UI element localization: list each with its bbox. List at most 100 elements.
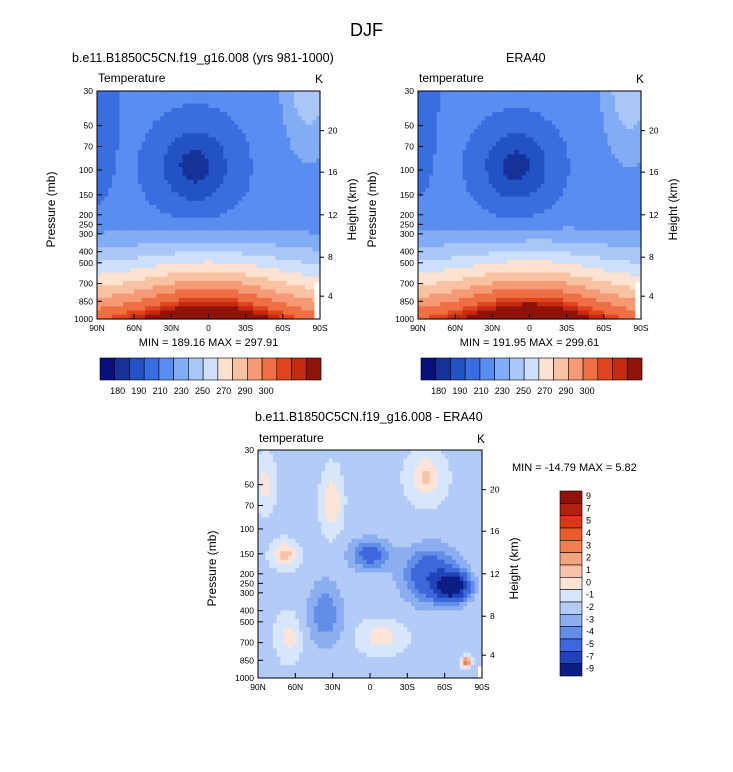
- panel-obs-cell: [544, 150, 549, 155]
- panel-obs-cell: [614, 167, 620, 172]
- panel-obs-cell: [514, 137, 519, 143]
- panel-model-cell: [186, 124, 191, 130]
- panel-obs-cell: [458, 129, 464, 134]
- panel-model-cell: [186, 213, 191, 219]
- panel-model-cell: [193, 238, 198, 244]
- panel-obs-cell: [518, 141, 523, 147]
- panel-model-cell: [234, 175, 239, 181]
- panel-model-cell: [100, 243, 106, 248]
- panel-model-cell: [290, 285, 295, 291]
- panel-obs-cell: [622, 141, 627, 147]
- panel-model-cell: [119, 95, 124, 101]
- panel-model-cell: [308, 251, 314, 257]
- panel-model-cell: [123, 230, 128, 236]
- panel-model-cell: [308, 141, 314, 147]
- panel-model-cell: [282, 137, 288, 143]
- panel-obs-cell: [603, 124, 609, 130]
- panel-model-cell: [204, 112, 210, 117]
- panel-obs-cell: [533, 99, 538, 105]
- panel-model-cell: [171, 293, 176, 299]
- panel-obs-cell: [432, 162, 438, 168]
- panel-model-cell: [186, 272, 191, 278]
- panel-model-cell: [182, 217, 187, 223]
- panel-obs-cell: [518, 162, 523, 168]
- panel-model-cell: [123, 192, 128, 198]
- panel-obs-cell: [507, 200, 512, 206]
- panel-model-cell: [134, 162, 139, 168]
- panel-model-cell: [197, 145, 202, 151]
- panel-model-cell: [182, 205, 187, 210]
- panel-model-cell: [264, 162, 269, 168]
- panel-model-cell: [100, 251, 106, 257]
- panel-obs-cell: [540, 150, 545, 155]
- panel-model-cell: [279, 205, 284, 210]
- panel-model-cell: [201, 171, 206, 177]
- panel-obs-cell: [551, 200, 557, 206]
- panel-model-cell: [115, 175, 120, 181]
- panel-model-cell: [282, 99, 288, 105]
- panel-model-cell: [212, 259, 217, 265]
- panel-model-cell: [145, 217, 150, 223]
- panel-obs-cell: [510, 167, 516, 172]
- panel-model-cell: [167, 200, 172, 206]
- panel-model-cell: [115, 133, 120, 139]
- panel-model-cell: [264, 247, 269, 253]
- panel-model-cell: [267, 268, 273, 274]
- panel-model-cell: [301, 247, 306, 253]
- panel-model-cell: [119, 289, 124, 295]
- panel-model-cell: [149, 221, 154, 227]
- panel-obs-cell: [514, 179, 519, 185]
- panel-model-cell: [167, 112, 172, 117]
- panel-model-cell: [186, 179, 191, 185]
- panel-model-cell: [308, 281, 314, 286]
- panel-obs-cell: [429, 209, 434, 215]
- panel-obs-cell: [507, 150, 512, 155]
- panel-obs-cell: [614, 183, 620, 189]
- panel-obs-cell: [596, 205, 601, 210]
- panel-obs-cell: [447, 133, 453, 139]
- panel-obs-cell: [603, 179, 609, 185]
- panel-model-cell: [234, 112, 239, 117]
- panel-obs-cell: [488, 179, 493, 185]
- panel-obs-cell: [622, 196, 627, 202]
- panel-model-cell: [126, 209, 132, 215]
- panel-obs-cell: [466, 112, 471, 117]
- panel-model-cell: [215, 247, 221, 253]
- panel-model-cell: [286, 293, 291, 299]
- panel-model-cell: [215, 281, 221, 286]
- panel-model-cell: [249, 247, 254, 253]
- panel-model-cell: [260, 196, 265, 202]
- panel-model-cell: [163, 107, 169, 113]
- panel-model-cell: [160, 200, 165, 206]
- panel-model-cell: [141, 251, 146, 257]
- panel-obs-cell: [588, 124, 594, 130]
- panel-obs-cell: [514, 112, 519, 117]
- panel-model-cell: [171, 264, 176, 269]
- panel-model-cell: [253, 162, 258, 168]
- panel-model-cell: [130, 196, 135, 202]
- panel-model-cell: [126, 91, 132, 96]
- panel-obs-cell: [618, 188, 624, 193]
- panel-model-cell: [97, 179, 102, 185]
- panel-model-cell: [137, 251, 143, 257]
- panel-obs-cell: [585, 107, 590, 113]
- panel-model-cell: [208, 116, 213, 122]
- panel-model-cell: [234, 205, 239, 210]
- panel-model-cell: [160, 124, 165, 130]
- panel-model-cell: [189, 243, 195, 248]
- panel-model-cell: [245, 103, 250, 109]
- panel-model-cell: [137, 103, 143, 109]
- panel-obs-cell: [548, 99, 553, 105]
- panel-obs-cell: [629, 103, 635, 109]
- panel-model-cell: [212, 133, 217, 139]
- panel-obs-cell: [510, 120, 516, 126]
- panel-model-cell: [279, 141, 284, 147]
- panel-model-cell: [212, 137, 217, 143]
- panel-model-cell: [197, 133, 202, 139]
- panel-model-cell: [178, 217, 184, 223]
- panel-obs-cell: [510, 95, 516, 101]
- panel-model-cell: [186, 268, 191, 274]
- panel-obs-cell: [447, 150, 453, 155]
- panel-model-cell: [282, 133, 288, 139]
- panel-obs-cell: [525, 171, 531, 177]
